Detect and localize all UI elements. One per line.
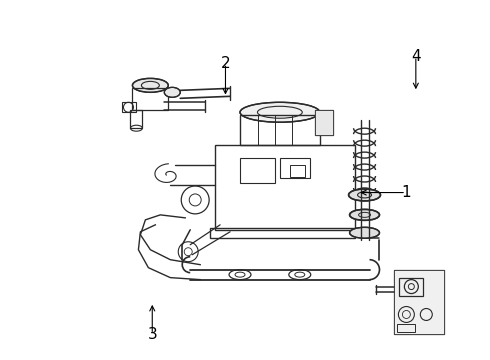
Ellipse shape: [349, 210, 379, 220]
Bar: [394, 270, 444, 334]
Text: 2: 2: [220, 56, 230, 71]
Text: 1: 1: [401, 185, 411, 200]
Bar: [280, 158, 310, 178]
Text: 4: 4: [411, 49, 420, 64]
Bar: [240, 115, 319, 145]
Bar: [132, 88, 168, 110]
Bar: [130, 110, 143, 128]
Bar: [122, 102, 136, 112]
Bar: [315, 110, 333, 135]
Ellipse shape: [132, 78, 168, 92]
Bar: [215, 145, 355, 230]
Ellipse shape: [349, 227, 379, 238]
Ellipse shape: [348, 189, 380, 201]
Bar: [240, 158, 275, 183]
Bar: [399, 278, 423, 296]
Ellipse shape: [240, 102, 319, 122]
Bar: [397, 324, 416, 332]
Bar: [210, 228, 355, 238]
Bar: [290, 165, 305, 177]
Bar: [315, 110, 333, 135]
Text: 3: 3: [147, 327, 157, 342]
Ellipse shape: [164, 87, 180, 97]
Bar: [394, 270, 444, 334]
